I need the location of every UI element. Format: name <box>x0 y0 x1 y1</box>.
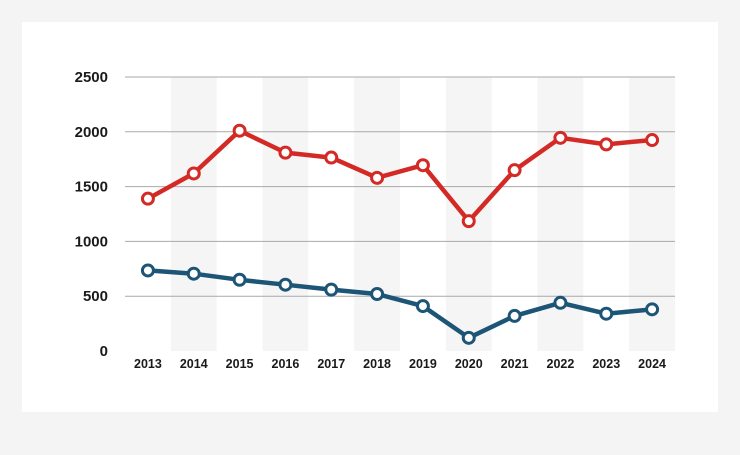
x-tick-label: 2019 <box>409 357 437 371</box>
x-axis-ticks: 2013 2014 2015 2016 2017 2018 2019 2020 2021 2022… <box>134 357 666 371</box>
data-point <box>415 158 430 173</box>
data-point <box>370 170 385 185</box>
x-tick-label: 2015 <box>226 357 254 371</box>
data-point <box>186 266 201 281</box>
data-point <box>415 299 430 314</box>
y-tick-label: 500 <box>83 288 108 305</box>
x-tick-label: 2022 <box>547 357 575 371</box>
data-point <box>645 133 660 148</box>
chart-panel: 0 500 1000 1500 2000 2500 2013 2014 2015 2016 201… <box>22 22 718 412</box>
series-2 <box>140 263 660 345</box>
data-point <box>645 302 660 317</box>
x-tick-label: 2023 <box>592 357 620 371</box>
x-tick-label: 2016 <box>272 357 300 371</box>
data-point <box>140 263 155 278</box>
y-tick-label: 2500 <box>75 69 108 86</box>
data-point <box>140 191 155 206</box>
series-1 <box>140 123 660 229</box>
data-point <box>232 123 247 138</box>
x-tick-label: 2014 <box>180 357 208 371</box>
data-point <box>507 308 522 323</box>
y-tick-label: 1500 <box>75 179 108 196</box>
x-tick-label: 2017 <box>317 357 345 371</box>
data-point <box>553 130 568 145</box>
series-line <box>145 128 655 224</box>
data-point <box>278 277 293 292</box>
data-point <box>599 306 614 321</box>
data-point <box>186 166 201 181</box>
data-point <box>370 287 385 302</box>
column-band <box>170 77 217 351</box>
data-point <box>507 163 522 178</box>
y-tick-label: 1000 <box>75 233 108 250</box>
data-point <box>461 214 476 229</box>
data-point <box>553 295 568 310</box>
y-axis-ticks: 0 500 1000 1500 2000 2500 <box>75 69 108 360</box>
data-point <box>599 137 614 152</box>
column-band <box>354 77 400 351</box>
x-tick-label: 2020 <box>455 357 483 371</box>
x-tick-label: 2021 <box>501 357 529 371</box>
y-tick-label: 0 <box>100 343 108 360</box>
series-line <box>145 268 655 341</box>
data-point <box>232 272 247 287</box>
data-point <box>324 150 339 165</box>
data-point <box>324 282 339 297</box>
series-layer <box>140 123 660 345</box>
data-point <box>278 145 293 160</box>
x-tick-label: 2024 <box>638 357 666 371</box>
column-band <box>537 77 584 351</box>
column-band <box>262 77 309 351</box>
y-tick-label: 2000 <box>75 124 108 141</box>
column-band <box>445 77 492 351</box>
data-point <box>461 330 476 345</box>
gridlines <box>125 76 675 297</box>
x-tick-label: 2013 <box>134 357 162 371</box>
x-tick-label: 2018 <box>363 357 391 371</box>
